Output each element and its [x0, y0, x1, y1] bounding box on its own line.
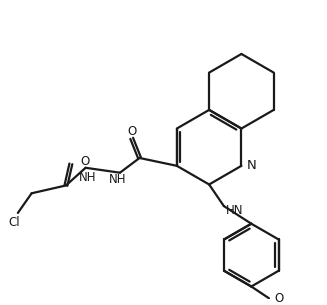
Text: NH: NH	[109, 173, 127, 186]
Text: Cl: Cl	[8, 216, 20, 229]
Text: NH: NH	[79, 171, 96, 184]
Text: O: O	[81, 156, 90, 168]
Text: HN: HN	[226, 204, 243, 217]
Text: O: O	[275, 292, 284, 305]
Text: N: N	[246, 159, 256, 172]
Text: O: O	[127, 125, 136, 138]
